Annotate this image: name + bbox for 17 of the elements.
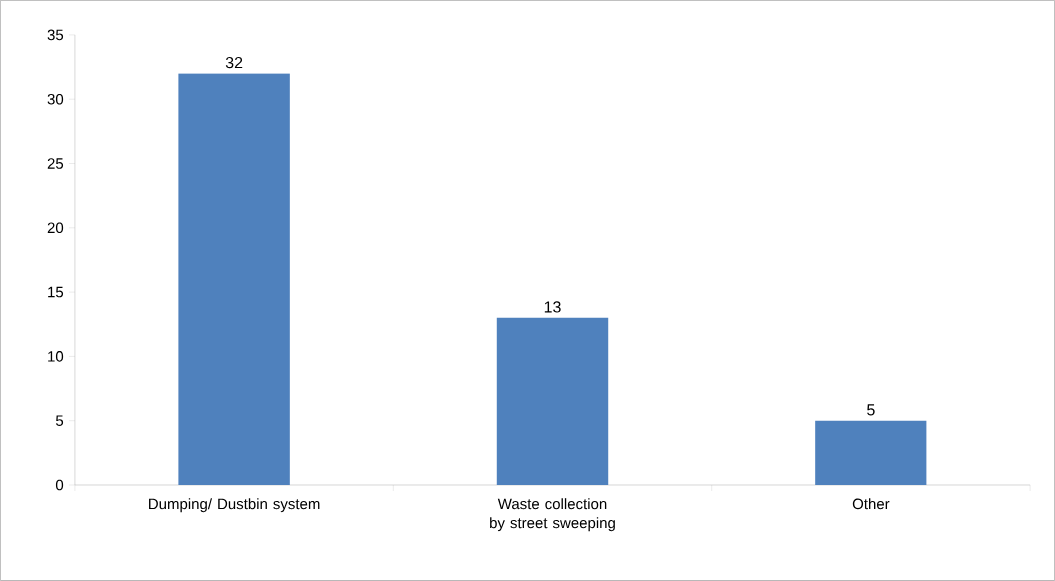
- y-tick-label: 20: [47, 222, 64, 234]
- x-tick-label: Dumping/ Dustbin system: [149, 498, 320, 513]
- y-tick-label: 15: [48, 286, 64, 298]
- data-label: 5: [867, 404, 875, 416]
- x-tick-label: Waste collection by street sweeping: [490, 498, 615, 532]
- data-label: 32: [225, 57, 243, 69]
- bar: [815, 420, 927, 486]
- y-tick-label: 35: [47, 29, 64, 41]
- y-tick-label: 10: [48, 351, 64, 362]
- bar: [496, 317, 609, 486]
- y-tick-label: 5: [55, 415, 64, 426]
- y-tick-label: 0: [55, 479, 64, 491]
- bar: [178, 73, 290, 486]
- y-tick-label: 30: [47, 93, 64, 105]
- y-tick-label: 25: [47, 158, 64, 169]
- x-tick-label: Other: [852, 498, 890, 510]
- data-label: 13: [544, 301, 561, 313]
